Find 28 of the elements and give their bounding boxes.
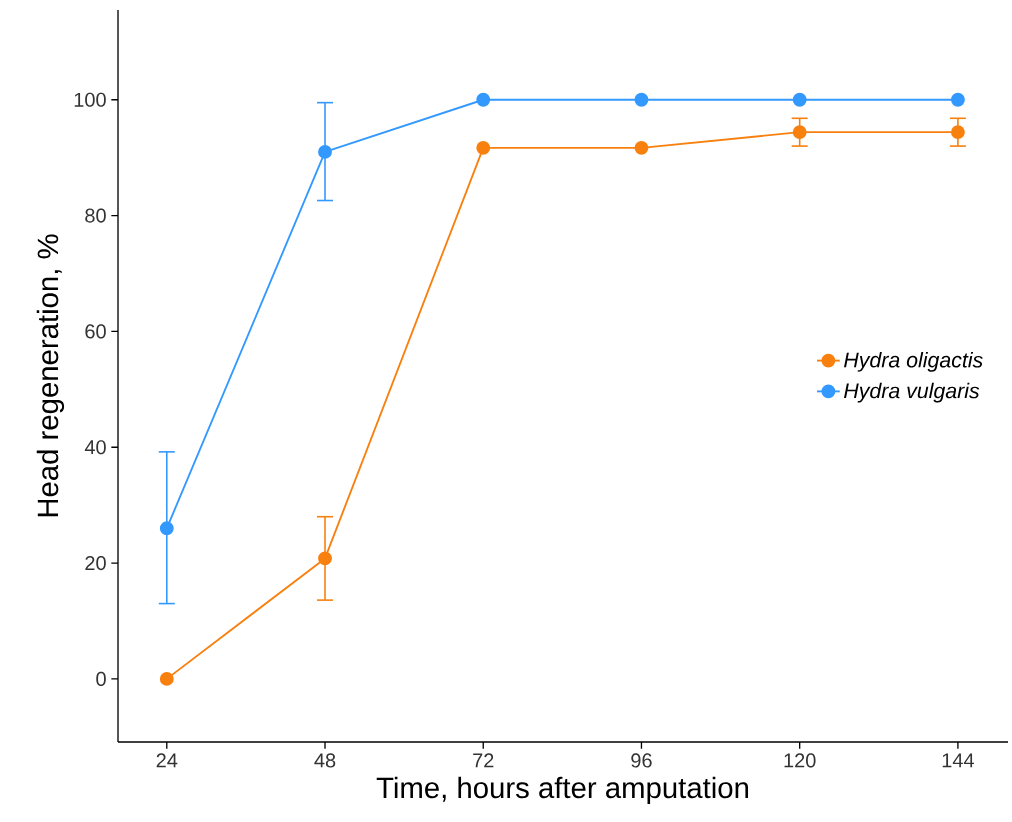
legend-label: Hydra vulgaris — [844, 382, 980, 403]
point — [792, 125, 807, 140]
legend-label: Hydra oligactis — [844, 351, 983, 372]
point — [950, 125, 965, 140]
y-tick-label: 0 — [96, 671, 106, 686]
point — [634, 92, 649, 107]
point — [950, 92, 965, 107]
x-tick-label: 96 — [631, 753, 652, 768]
y-tick-label: 100 — [74, 92, 106, 107]
x-axis-title: Time, hours after amputation — [376, 776, 749, 805]
x-tick-label: 48 — [314, 753, 336, 768]
point — [634, 140, 649, 155]
point — [318, 144, 332, 159]
point — [792, 92, 807, 107]
y-tick-label: 40 — [84, 440, 106, 455]
y-tick-label: 80 — [85, 208, 106, 223]
point — [476, 140, 491, 155]
y-axis-title: Head regeneration, % — [36, 234, 65, 517]
x-tick-label: 144 — [942, 753, 974, 768]
x-tick-label: 24 — [156, 753, 178, 768]
y-tick-label: 60 — [85, 324, 106, 339]
point — [476, 92, 491, 107]
point — [159, 671, 174, 686]
point — [318, 551, 332, 566]
point — [159, 521, 174, 536]
x-tick-label: 72 — [473, 753, 494, 768]
x-tick-label: 120 — [784, 753, 816, 768]
y-tick-label: 20 — [85, 555, 106, 571]
